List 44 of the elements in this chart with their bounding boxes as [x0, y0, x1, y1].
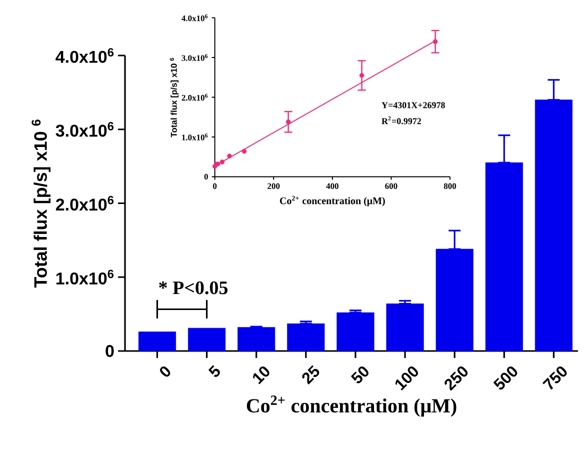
point: [432, 39, 438, 44]
x-tick-label: 250: [444, 366, 468, 391]
y-tick-label: 2.0x10$^{6}$: [56, 196, 114, 211]
x-axis-title: Co$^{2+}$ concentration (μM): [246, 396, 456, 417]
point: [286, 119, 291, 124]
x-tick-label: 200: [268, 183, 280, 189]
x-tick-label: 400: [326, 183, 338, 189]
bar: [188, 328, 226, 352]
annotation: R$^{2}$=0.9972: [382, 116, 421, 124]
y-axis-title: Total flux [p/s] x10 $^{6}$: [32, 120, 50, 288]
x-tick-label: 25: [302, 365, 320, 385]
y-tick-label: 2.0x10$^{6}$: [182, 94, 208, 101]
y-tick-label: 0: [106, 344, 114, 358]
x-tick-label: 750: [542, 366, 567, 390]
x-tick-label: 50: [350, 366, 368, 384]
x-tick-label: 0: [213, 183, 217, 189]
y-axis-title: Total flux [p/s] x10 $^{6}$: [170, 58, 179, 138]
point: [359, 72, 364, 78]
y-tick-label: 1.0x10$^{6}$: [182, 134, 208, 140]
point: [220, 160, 225, 164]
y-tick-label: 4.0x10$^{6}$: [56, 48, 114, 63]
x-tick-label: 5: [208, 365, 220, 377]
y-tick-label: 1.0x10$^{6}$: [56, 270, 114, 285]
bar: [287, 323, 325, 352]
annotation: * P<0.05: [159, 281, 228, 294]
x-tick-label: 10: [252, 366, 270, 384]
point: [242, 148, 247, 154]
y-tick-label: 3.0x10$^{6}$: [56, 122, 114, 137]
x-tick-label: 500: [493, 366, 518, 390]
bar: [138, 332, 176, 352]
y-tick-label: 4.0x10$^{6}$: [182, 14, 208, 22]
x-tick-label: 0: [160, 366, 170, 377]
point: [227, 154, 232, 158]
bar: [436, 248, 474, 352]
x-tick-label: 100: [395, 366, 418, 390]
x-tick-label: 800: [444, 183, 456, 189]
bar: [238, 327, 276, 352]
annotation: Y=4301X+26978: [382, 102, 445, 108]
y-tick-label: 0: [204, 174, 208, 180]
y-tick-label: 3.0x10$^{6}$: [182, 54, 208, 61]
bar: [336, 312, 374, 352]
x-axis-title: Co$^{2+}$ concentration (μM): [280, 196, 385, 206]
bar: [386, 304, 424, 352]
x-tick-label: 600: [385, 183, 398, 189]
